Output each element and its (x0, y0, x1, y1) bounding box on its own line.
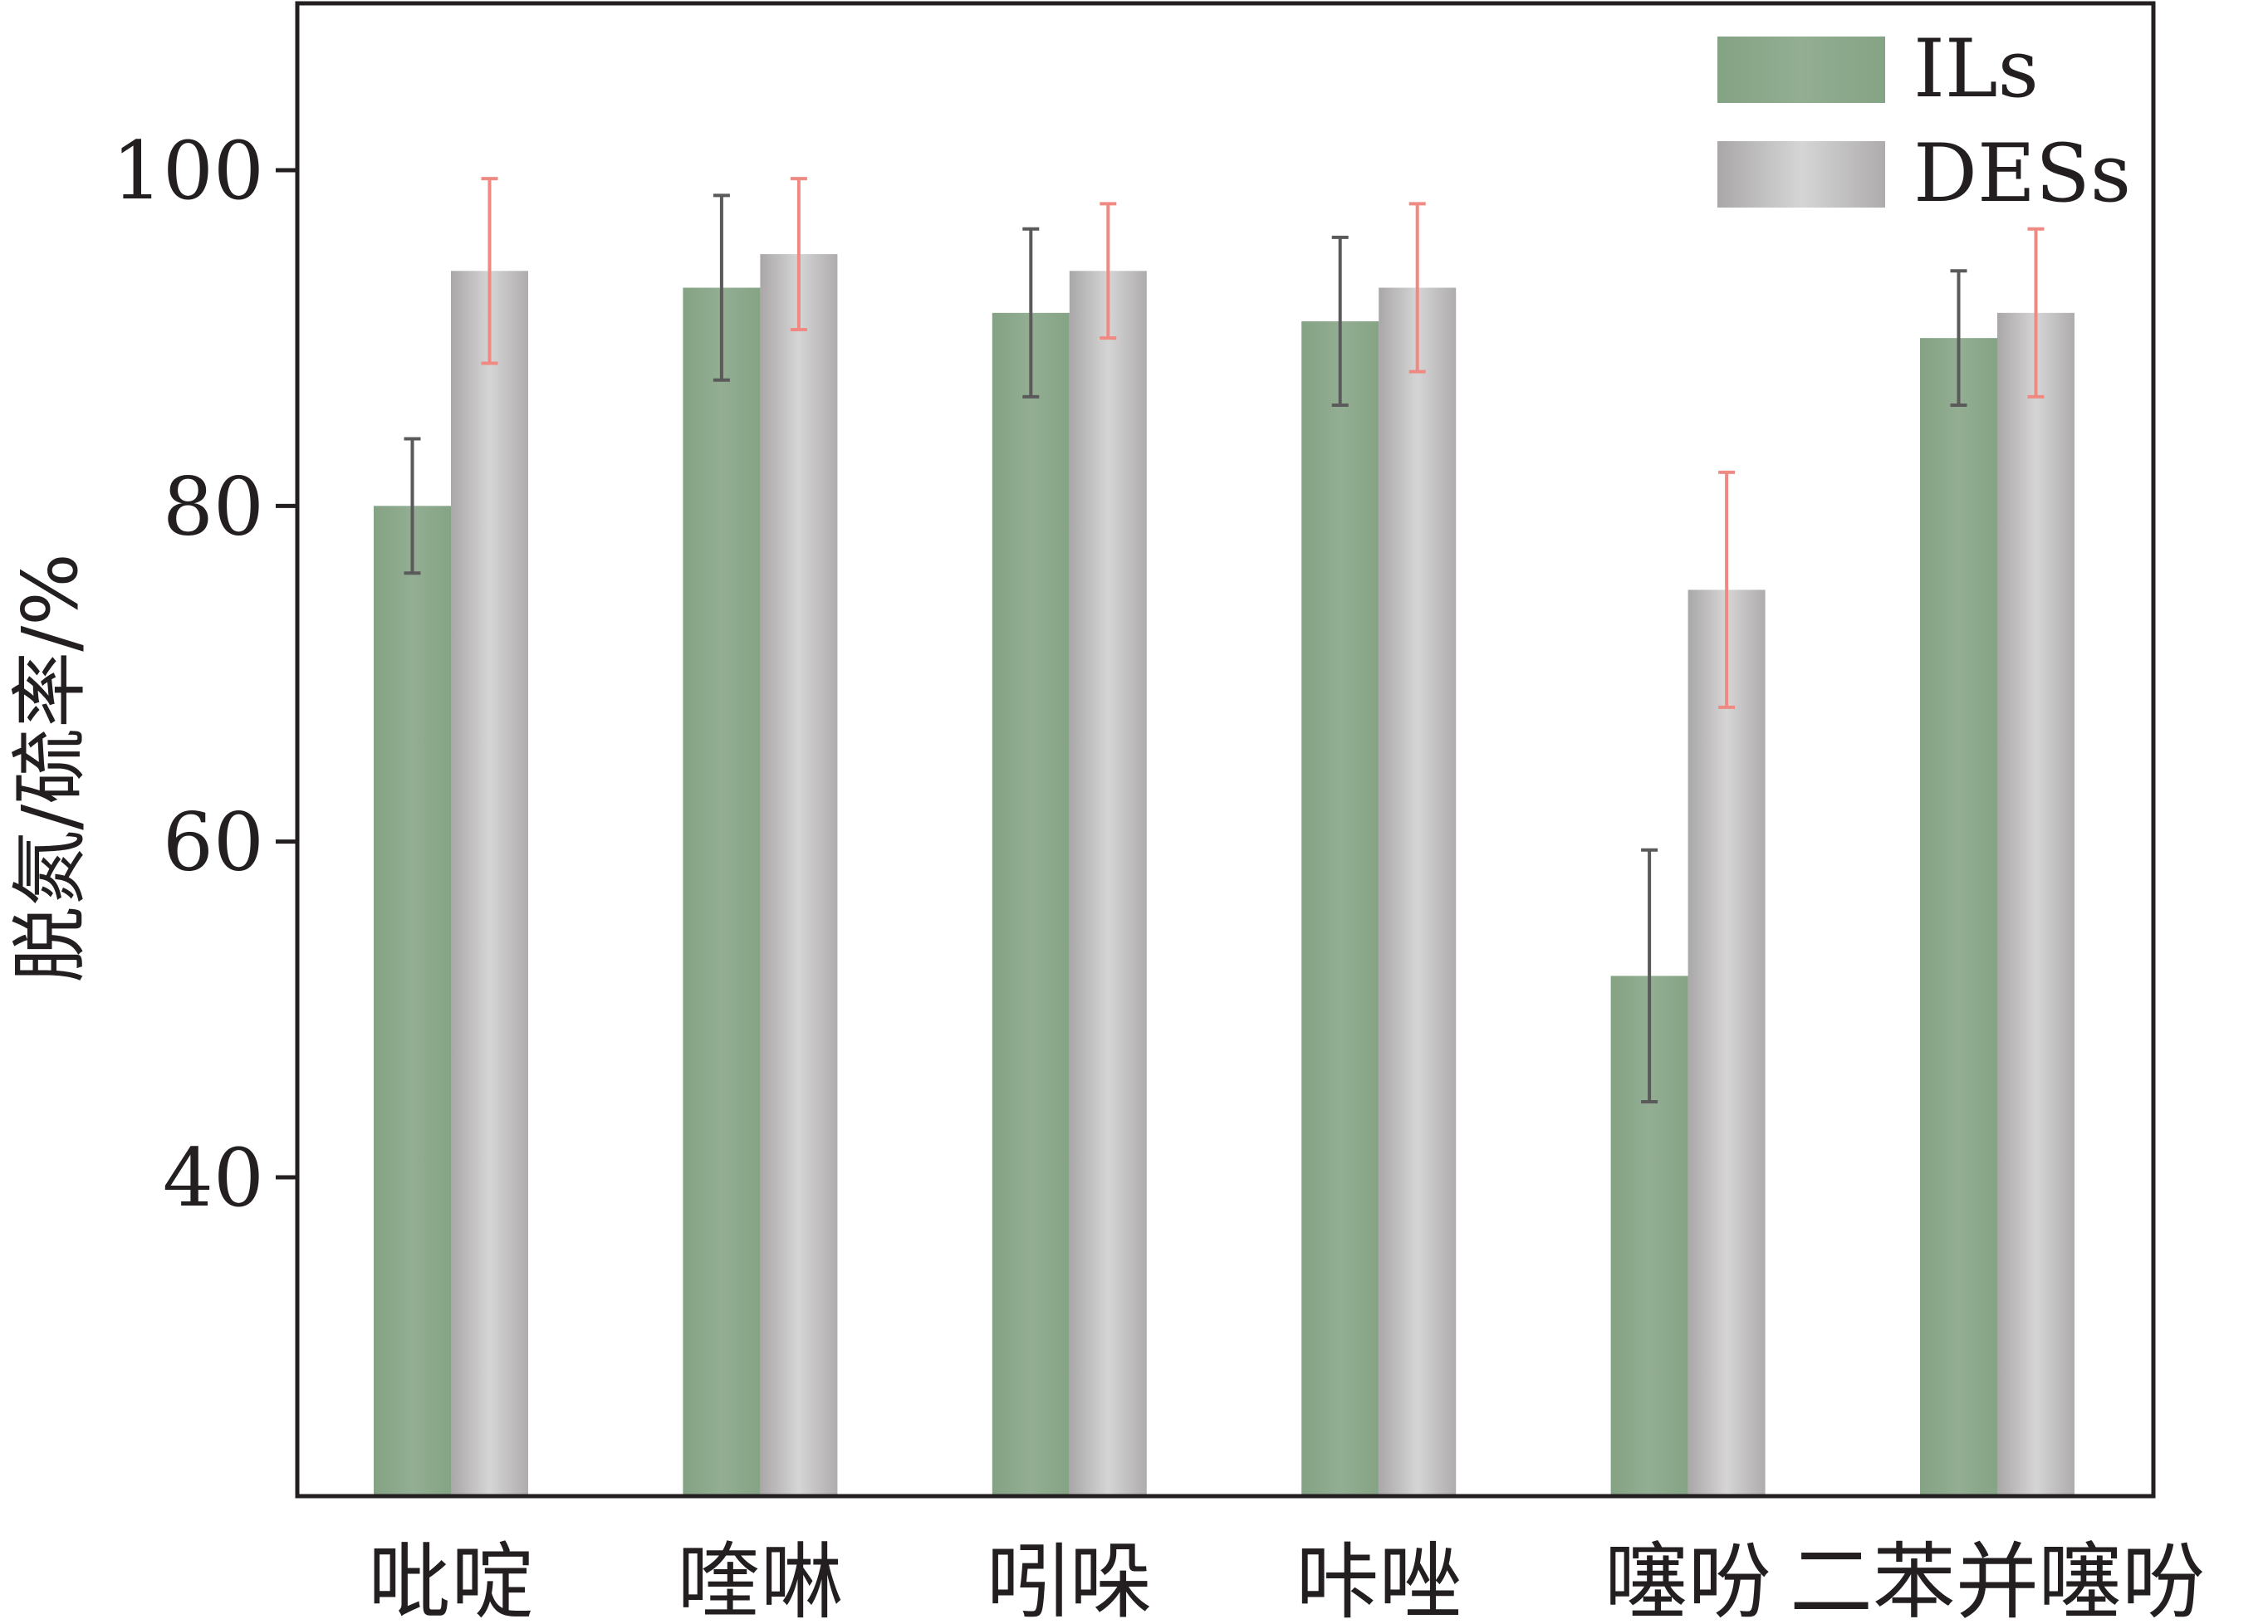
bar-dess-3 (1069, 271, 1147, 1496)
error-bar-ils-2 (713, 193, 730, 382)
bar-dess-1 (451, 271, 528, 1496)
bar-dess-6 (1997, 312, 2075, 1496)
error-bar-ils-5 (1641, 848, 1658, 1104)
y-tick-label-40: 40 (163, 1132, 264, 1225)
legend-label-dess: DESs (1913, 127, 2131, 220)
error-bar-dess-4 (1408, 202, 1426, 374)
legend-swatch-ils (1717, 37, 1885, 103)
legend-swatch-dess (1717, 141, 1885, 208)
x-tick-label-2: 喹啉 (677, 1534, 843, 1624)
bar-ils-4 (1301, 320, 1379, 1497)
plot-frame (295, 1, 2156, 1499)
x-axis: 吡啶 喹啉 吲哚 咔唑 噻吩 二苯并噻吩 (368, 1534, 2205, 1624)
error-bar-dess-3 (1100, 202, 1117, 340)
y-axis-title: 脱氮/硫率/% (6, 553, 95, 982)
y-tick-label-100: 100 (112, 125, 264, 218)
error-bar-ils-1 (404, 437, 421, 575)
y-tick-label-60: 60 (163, 796, 264, 889)
bar-dess-2 (760, 254, 838, 1496)
error-bar-dess-5 (1718, 470, 1736, 709)
bar-dess-4 (1379, 287, 1457, 1497)
error-bar-ils-6 (1950, 269, 1967, 408)
error-bar-ils-3 (1022, 227, 1040, 399)
bar-ils-3 (992, 312, 1070, 1496)
x-tick-label-5: 噻吩 (1605, 1534, 1771, 1624)
y-axis: 40 60 80 100 (112, 125, 297, 1225)
bar-ils-2 (683, 287, 761, 1497)
bar-ils-1 (374, 506, 451, 1497)
x-tick-label-3: 吲哚 (987, 1534, 1153, 1624)
error-bar-dess-2 (790, 177, 807, 332)
error-bar-dess-1 (481, 177, 498, 365)
legend: ILs DESs (1717, 22, 2131, 220)
x-tick-label-6: 二苯并噻吩 (1790, 1534, 2205, 1624)
bar-dess-5 (1688, 589, 1766, 1496)
error-bar-dess-6 (2027, 227, 2045, 399)
bar-ils-6 (1920, 338, 1997, 1497)
x-tick-label-1: 吡啶 (368, 1534, 534, 1624)
bars-layer (374, 254, 2075, 1497)
legend-label-ils: ILs (1913, 22, 2039, 115)
y-tick-label-80: 80 (163, 460, 264, 553)
error-bars-layer (404, 177, 2045, 1104)
x-tick-label-4: 咔唑 (1296, 1534, 1462, 1624)
error-bar-ils-4 (1331, 235, 1349, 408)
